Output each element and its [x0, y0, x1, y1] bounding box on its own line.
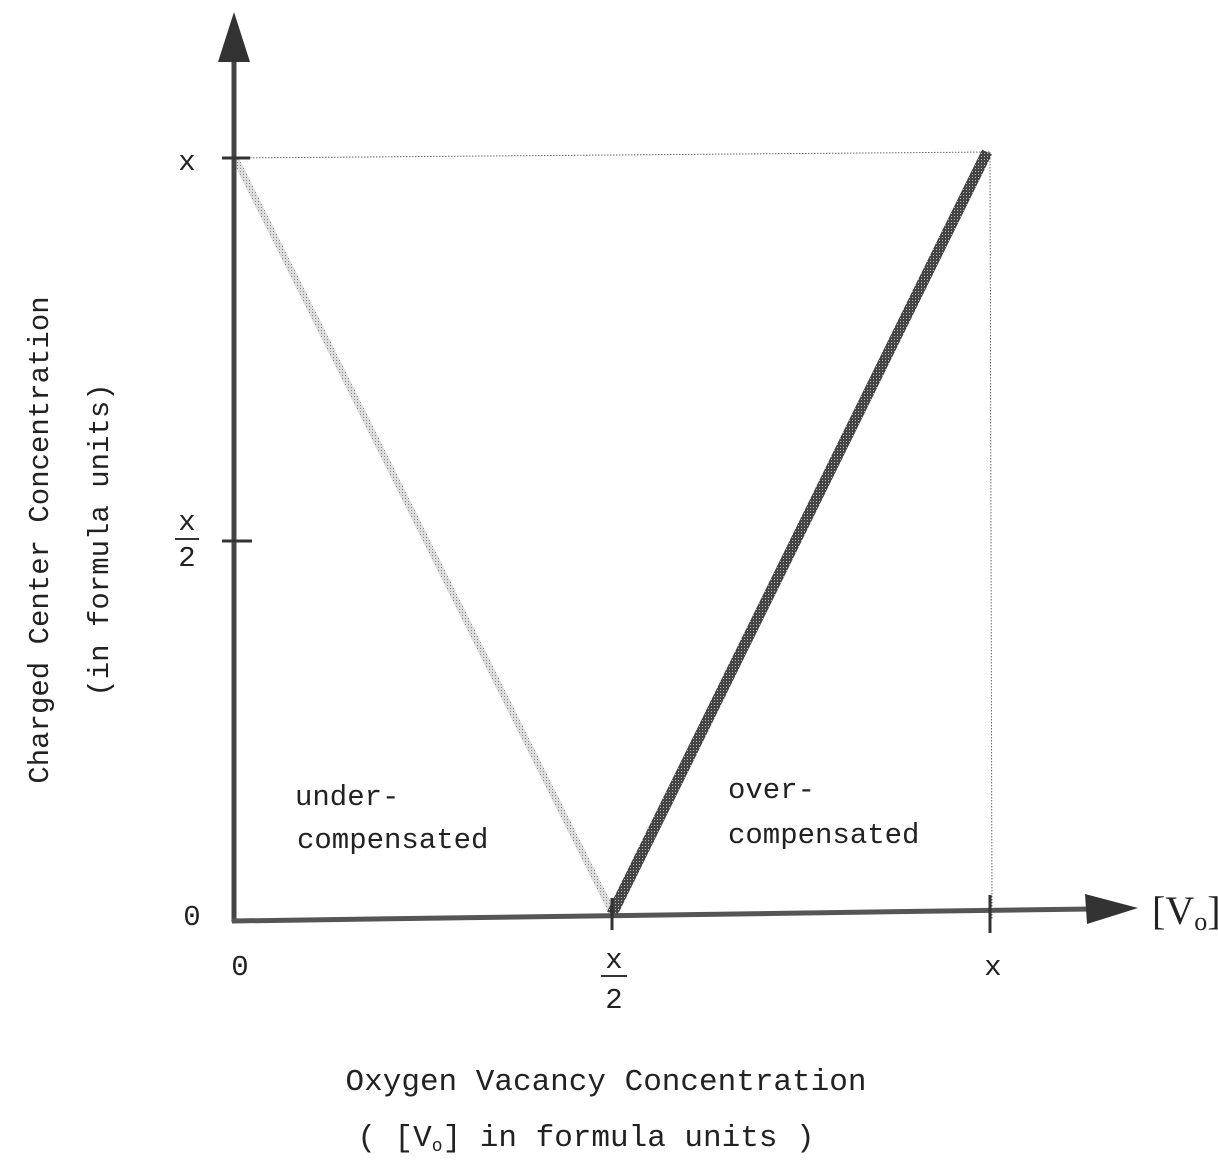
y-tick-label: x: [178, 506, 195, 539]
x-axis-end-label: [Vo]: [1152, 888, 1218, 936]
y-tick-label: x: [178, 146, 195, 179]
label-part: ( [V: [357, 1121, 432, 1156]
y-axis-sublabel: (in formula units): [84, 383, 117, 696]
y-tick-label: 2: [178, 542, 195, 575]
region-label: compensated: [728, 819, 919, 852]
x-axis: [231, 906, 1091, 924]
x-axis-subtitle: ( [Vo] in formula units ): [357, 1121, 814, 1157]
x-tick-label: 2: [605, 984, 622, 1017]
x-tick-label: x: [605, 944, 622, 977]
x-axis-title: Oxygen Vacancy Concentration: [346, 1065, 867, 1100]
label-sub: o: [1194, 907, 1207, 936]
guide-line: [234, 151, 991, 159]
x-arrow: [1085, 894, 1138, 924]
region-label: compensated: [297, 824, 488, 857]
x-tick-label: 0: [231, 951, 248, 984]
guide-line: [989, 151, 993, 921]
y-tick-label: 0: [183, 901, 200, 934]
label-part: ]: [1207, 888, 1218, 933]
y-arrow: [218, 12, 250, 62]
under-line: [232, 158, 616, 914]
label-part: ] in formula units ): [443, 1121, 815, 1156]
x-tick-label: x: [984, 951, 1001, 984]
region-label: under-: [295, 781, 399, 814]
region-label: over-: [728, 774, 815, 807]
label-part: [V: [1152, 888, 1194, 933]
label-sub: o: [432, 1137, 443, 1157]
over-line: [607, 149, 992, 917]
y-axis-label: Charged Center Concentration: [24, 296, 57, 783]
